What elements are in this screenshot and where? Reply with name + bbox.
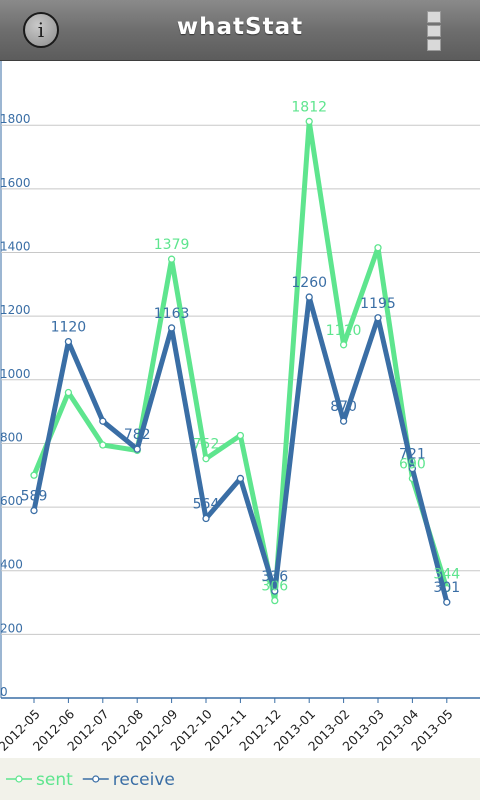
legend-area <box>0 758 480 800</box>
title-bar: i whatStat <box>0 0 480 61</box>
app-title: whatStat <box>176 14 304 40</box>
overflow-menu-icon[interactable] <box>427 11 441 51</box>
info-icon[interactable]: i <box>23 12 59 48</box>
chart-area <box>0 61 480 800</box>
